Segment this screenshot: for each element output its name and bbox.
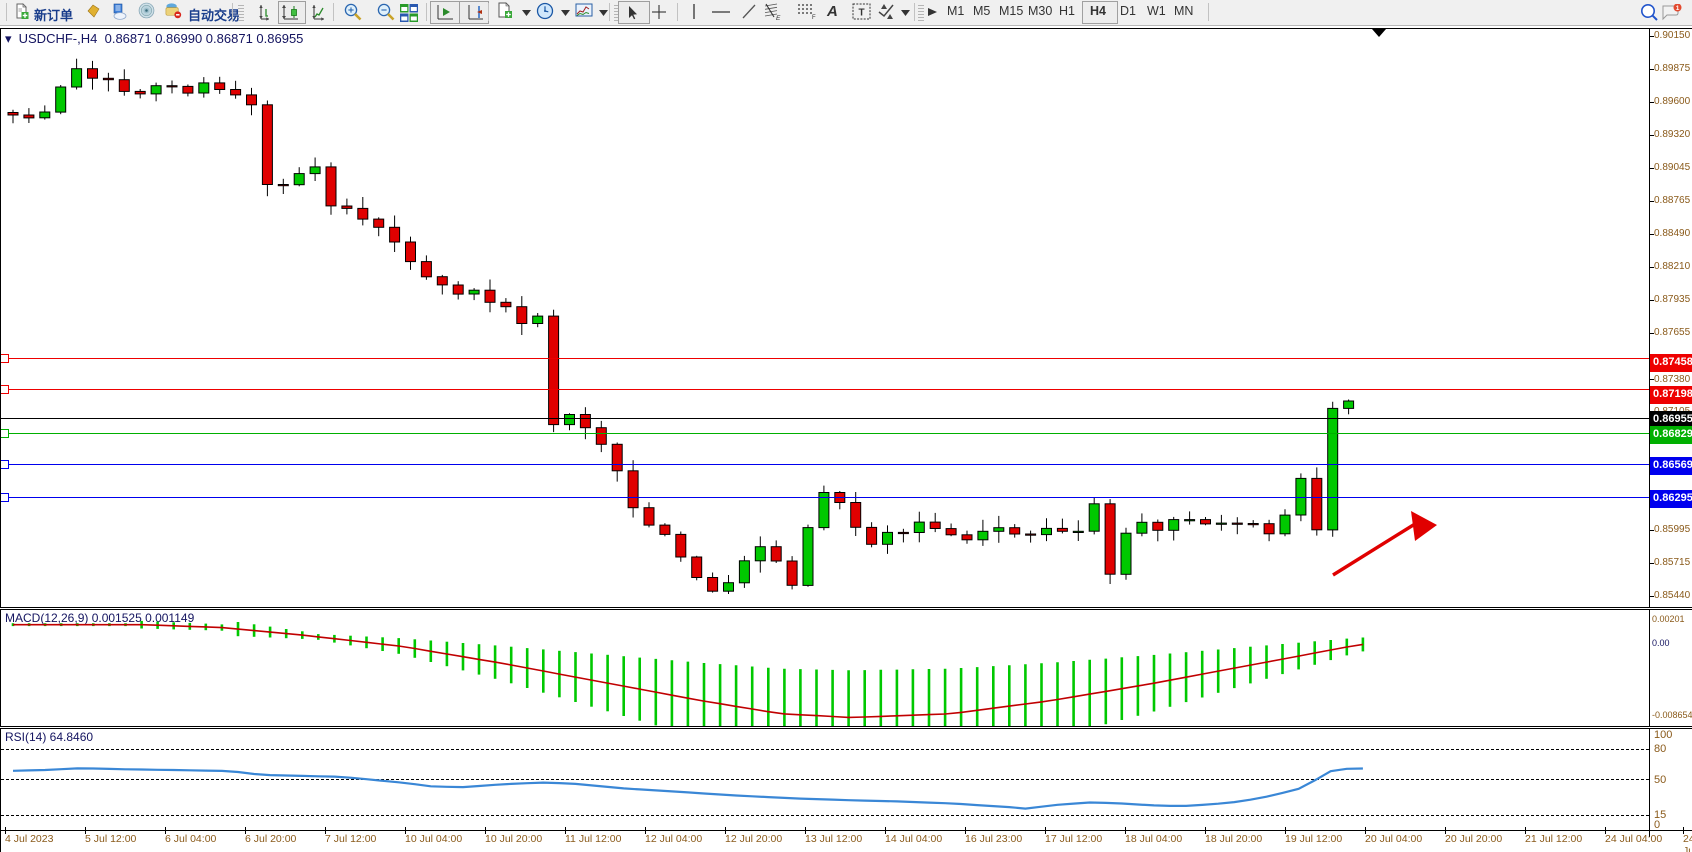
svg-text:F: F	[812, 15, 816, 20]
svg-text:E: E	[776, 15, 781, 21]
svg-text:T: T	[858, 8, 864, 19]
svg-text:1: 1	[1676, 5, 1680, 12]
